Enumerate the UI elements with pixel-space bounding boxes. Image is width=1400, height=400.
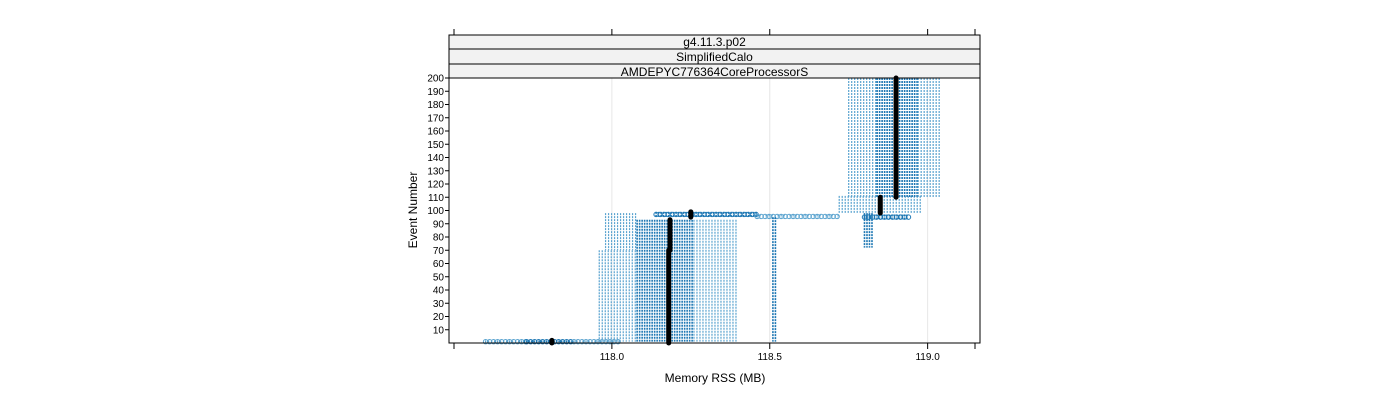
y-tick-label: 180 [427, 100, 444, 111]
y-tick-label: 40 [433, 286, 445, 297]
point-band-7 [653, 211, 759, 218]
y-tick-label: 160 [427, 127, 444, 138]
y-tick-label: 140 [427, 153, 444, 164]
data-points [482, 78, 940, 345]
point-band-6 [693, 219, 737, 342]
y-tick-label: 150 [427, 140, 444, 151]
point-band-11 [848, 78, 877, 198]
point-band-1 [523, 338, 574, 345]
point-band-14 [863, 213, 873, 248]
x-axis-ticks: 118.0 118.5 119.0 [453, 343, 976, 363]
y-tick-label: 120 [427, 180, 444, 191]
point-band-2 [571, 338, 621, 345]
data-point [905, 214, 912, 220]
y-axis-title: Event Number [406, 172, 420, 249]
point-band-4 [604, 213, 637, 251]
y-tick-label: 110 [428, 193, 444, 204]
x-tick-label: 118.5 [758, 352, 783, 363]
y-tick-label: 70 [433, 246, 445, 257]
point-band-15 [861, 214, 912, 220]
point-band-12 [876, 78, 918, 198]
y-tick-label: 50 [433, 272, 445, 283]
top-tick-marks [453, 29, 976, 35]
point-band-9 [772, 217, 777, 342]
x-tick-label: 119.0 [915, 352, 940, 363]
strip-header-3: AMDEPYC776364CoreProcessorS [448, 63, 981, 79]
point-band-3 [598, 250, 636, 342]
median-lines [549, 75, 899, 346]
strip-label-3: AMDEPYC776364CoreProcessorS [621, 65, 808, 79]
point-band-13 [917, 78, 940, 198]
y-tick-label: 200 [427, 74, 444, 85]
strip-header-2: SimplifiedCalo [448, 48, 981, 65]
strip-label-1: g4.11.3.p02 [683, 35, 746, 49]
x-axis-title: Memory RSS (MB) [665, 371, 766, 385]
data-point [567, 338, 574, 345]
y-tick-label: 60 [433, 259, 445, 270]
y-tick-label: 190 [427, 87, 444, 98]
point-band-8 [754, 213, 840, 220]
y-tick-label: 10 [433, 325, 445, 336]
y-tick-label: 20 [433, 312, 445, 323]
data-point [834, 213, 840, 220]
grid-lines [611, 78, 929, 343]
y-tick-label: 30 [433, 299, 445, 310]
x-tick-label: 118.0 [600, 352, 625, 363]
y-tick-label: 90 [433, 219, 445, 230]
y-tick-label: 80 [433, 233, 445, 244]
point-band-5 [636, 219, 693, 342]
y-tick-label: 100 [427, 206, 444, 217]
y-axis-ticks: 10 20 30 40 50 60 70 80 90 100 110 120 130 140 150 160 1… [427, 74, 449, 336]
y-tick-label: 130 [427, 166, 444, 177]
strip-label-2: SimplifiedCalo [676, 50, 753, 64]
y-tick-label: 170 [427, 113, 444, 124]
strip-header-1: g4.11.3.p02 [448, 34, 981, 50]
